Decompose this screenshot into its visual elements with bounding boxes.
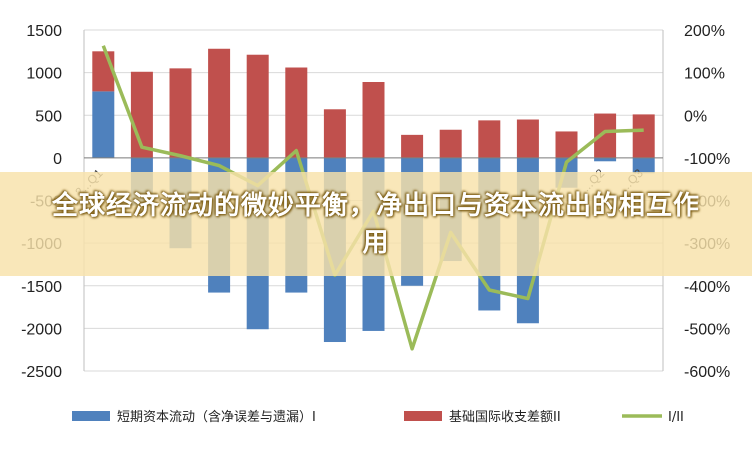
left-axis-tick-label: 1500: [26, 23, 62, 40]
legend-swatch-short-term-capital: [72, 411, 110, 421]
bar-basic-balance: [555, 131, 578, 158]
left-axis-tick-label: 500: [35, 108, 62, 125]
bar-basic-balance: [92, 51, 115, 92]
right-axis-tick-label: -400%: [684, 279, 730, 296]
left-axis-tick-label: 1000: [26, 66, 62, 83]
legend-label-basic-balance: 基础国际收支差额II: [449, 410, 561, 425]
legend-label-ratio: I/II: [668, 410, 684, 425]
bar-basic-balance: [169, 68, 192, 158]
legend-label-short-term-capital: 短期资本流动（含净误差与遗漏）I: [117, 409, 316, 425]
left-axis-tick-label: -1500: [21, 279, 62, 296]
bar-short-term-capital: [594, 157, 617, 162]
bar-basic-balance: [478, 120, 501, 158]
bar-basic-balance: [246, 54, 269, 158]
bar-basic-balance: [516, 119, 539, 158]
page-title: 全球经济流动的微妙平衡，净出口与资本流出的相互作用: [51, 191, 700, 258]
bar-basic-balance: [208, 48, 231, 158]
bar-short-term-capital: [92, 91, 115, 158]
right-axis-tick-label: -600%: [684, 364, 730, 381]
bar-basic-balance: [632, 114, 655, 158]
left-axis-tick-label: -2000: [21, 321, 62, 338]
right-axis-tick-label: 200%: [684, 23, 725, 40]
title-banner: [0, 172, 752, 276]
right-axis-tick-label: -500%: [684, 321, 730, 338]
bar-basic-balance: [594, 113, 617, 158]
bar-short-term-capital: [632, 157, 655, 174]
left-axis-tick-label: 0: [53, 151, 62, 168]
right-axis-tick-label: 100%: [684, 66, 725, 83]
legend: 短期资本流动（含净误差与遗漏）I 基础国际收支差额II I/II: [72, 409, 684, 425]
bar-basic-balance: [323, 109, 346, 158]
left-axis-tick-label: -2500: [21, 364, 62, 381]
legend-swatch-basic-balance: [404, 411, 442, 421]
bar-basic-balance: [285, 67, 308, 158]
right-axis-tick-label: -100%: [684, 151, 730, 168]
bar-basic-balance: [439, 129, 462, 158]
right-axis-tick-label: 0%: [684, 108, 707, 125]
bar-basic-balance: [362, 82, 385, 158]
bar-basic-balance: [401, 134, 424, 158]
